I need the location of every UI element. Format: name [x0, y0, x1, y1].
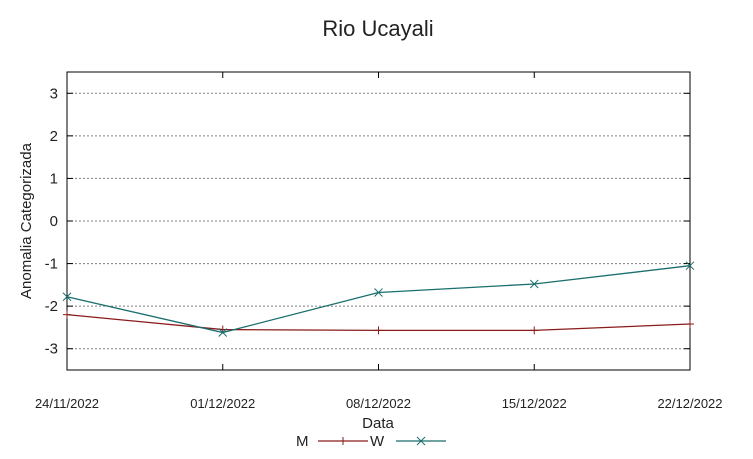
data-point-w — [529, 279, 539, 289]
x-tick-label: 15/12/2022 — [502, 396, 567, 411]
x-tick-label: 01/12/2022 — [190, 396, 255, 411]
y-tick-label: 0 — [50, 213, 58, 230]
legend-marker-m — [339, 437, 347, 445]
grid-lines — [67, 92, 690, 350]
legend-label-m: M — [296, 433, 309, 450]
legend-label-w: W — [370, 433, 385, 450]
x-axis-ticks: 24/11/2022 01/12/2022 08/12/2022 15/12/2022… — [35, 72, 723, 411]
x-tick-label: 08/12/2022 — [346, 396, 411, 411]
y-tick-label: 3 — [50, 85, 58, 102]
series-line-w — [66, 265, 691, 334]
y-tick-label: -1 — [45, 256, 58, 273]
y-tick-label: 2 — [50, 128, 58, 145]
series-group — [62, 261, 695, 337]
y-tick-label: 1 — [50, 170, 58, 187]
y-axis-ticks: 3 2 1 0 -1 -2 -3 — [45, 85, 690, 358]
data-point-w — [374, 288, 383, 297]
data-point-m — [530, 326, 539, 335]
data-point-w — [685, 261, 695, 271]
legend-marker-w — [416, 436, 426, 446]
x-tick-label: 24/11/2022 — [35, 396, 99, 411]
y-axis-label: Anomalia Categorizada — [18, 142, 35, 299]
x-tick-label: 22/12/2022 — [657, 396, 722, 411]
x-axis-label: Data — [362, 415, 394, 432]
data-point-w — [218, 328, 228, 337]
chart-title: Rio Ucayali — [322, 16, 433, 41]
data-point-m — [63, 310, 71, 319]
y-tick-label: -3 — [45, 341, 58, 358]
data-point-m — [686, 320, 694, 329]
y-tick-label: -2 — [45, 298, 58, 315]
data-point-w — [62, 292, 72, 302]
data-point-m — [374, 326, 383, 335]
